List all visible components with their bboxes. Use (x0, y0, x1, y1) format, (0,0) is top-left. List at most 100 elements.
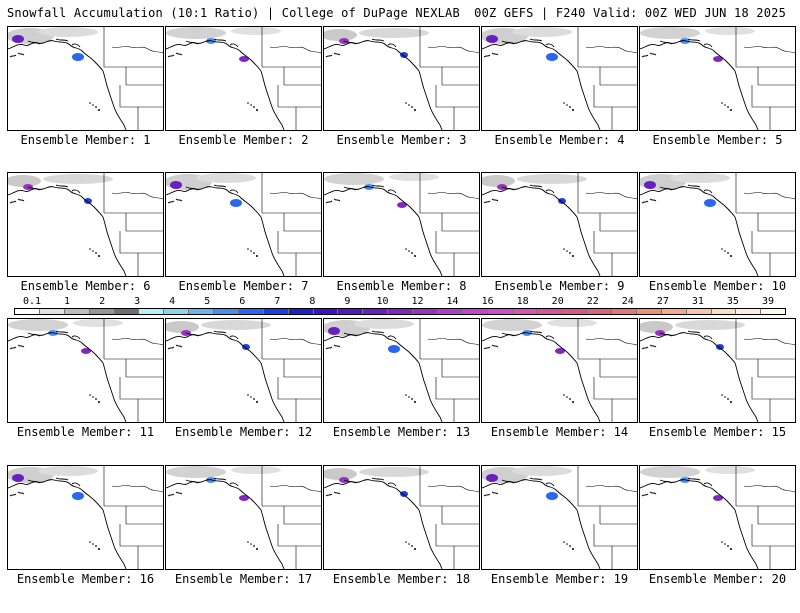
snowfall-map (639, 318, 796, 423)
ensemble-member-panel: Ensemble Member: 19 (481, 465, 638, 613)
coastlines (324, 184, 443, 276)
snow-accumulation-shading (8, 319, 123, 354)
snow-accumulation-shading (8, 174, 113, 204)
snow-accumulation-shading (324, 467, 429, 497)
legend-swatch (562, 309, 588, 314)
snowfall-map (7, 26, 164, 131)
ensemble-member-panel: Ensemble Member: 20 (639, 465, 796, 613)
panel-label: Ensemble Member: 5 (652, 133, 783, 147)
hawaii-islands (89, 541, 100, 550)
legend-swatch (139, 309, 165, 314)
coastlines (166, 477, 285, 569)
panel-label: Ensemble Member: 15 (648, 425, 787, 439)
coastlines (8, 184, 127, 276)
snowfall-map (639, 172, 796, 277)
legend-tick-label: 16 (481, 296, 494, 307)
legend-tick-label: 27 (656, 296, 669, 307)
legend-tick-label: 24 (621, 296, 634, 307)
political-borders (577, 466, 637, 569)
ensemble-member-panel: Ensemble Member: 8 (323, 172, 480, 320)
hawaii-islands (247, 248, 258, 257)
legend-tick-label: 8 (309, 296, 316, 307)
coastlines (166, 330, 285, 422)
legend-swatch (263, 309, 289, 314)
legend-tick-label: 2 (99, 296, 106, 307)
figure-title: Snowfall Accumulation (10:1 Ratio) | Col… (7, 6, 460, 20)
legend-tick-label: 39 (761, 296, 775, 307)
ensemble-member-panel: Ensemble Member: 2 (165, 26, 322, 174)
coastlines (324, 477, 443, 569)
snow-accumulation-shading (324, 173, 439, 208)
snowfall-map (165, 465, 322, 570)
panel-label: Ensemble Member: 16 (16, 572, 155, 586)
political-borders (261, 466, 321, 569)
snow-accumulation-shading (8, 27, 98, 61)
map-graphic (324, 173, 479, 276)
map-graphic (166, 466, 321, 569)
hawaii-islands (721, 102, 732, 111)
snow-accumulation-shading (640, 27, 755, 62)
snowfall-map (7, 318, 164, 423)
legend-swatch (313, 309, 339, 314)
legend-tick-label: 6 (239, 296, 246, 307)
snow-accumulation-shading (640, 173, 730, 207)
snowfall-map (7, 465, 164, 570)
legend-swatch (189, 309, 214, 314)
legend-swatch (64, 309, 90, 314)
legend-swatch (587, 309, 612, 314)
map-graphic (8, 27, 163, 130)
panel-label: Ensemble Member: 11 (16, 425, 155, 439)
hawaii-islands (405, 102, 416, 111)
snowfall-map (481, 26, 638, 131)
snowfall-map (165, 318, 322, 423)
legend-swatch (462, 309, 488, 314)
legend-swatch (537, 309, 563, 314)
coastlines (166, 38, 285, 130)
map-graphic (482, 466, 637, 569)
panel-label: Ensemble Member: 8 (336, 279, 467, 293)
hawaii-islands (721, 248, 732, 257)
legend-swatch (363, 309, 389, 314)
ensemble-member-panel: Ensemble Member: 5 (639, 26, 796, 174)
coastlines (8, 330, 127, 422)
legend-color-bar (14, 308, 786, 315)
figure-header: Snowfall Accumulation (10:1 Ratio) | Col… (0, 0, 800, 22)
coastlines (640, 38, 759, 130)
political-borders (419, 27, 479, 130)
snowfall-map (323, 26, 480, 131)
political-borders (419, 173, 479, 276)
hawaii-islands (563, 394, 574, 403)
political-borders (419, 319, 479, 422)
map-graphic (482, 173, 637, 276)
legend-tick-label: 35 (726, 296, 739, 307)
political-borders (577, 173, 637, 276)
legend-tick-label: 18 (516, 296, 529, 307)
ensemble-member-panel: Ensemble Member: 3 (323, 26, 480, 174)
map-graphic (166, 319, 321, 422)
coastlines (166, 184, 285, 276)
ensemble-member-panel: Ensemble Member: 10 (639, 172, 796, 320)
coastlines (482, 38, 601, 130)
snow-accumulation-shading (482, 174, 587, 204)
map-graphic (640, 319, 795, 422)
legend-tick-label: 5 (204, 296, 211, 307)
map-graphic (640, 173, 795, 276)
hawaii-islands (405, 541, 416, 550)
legend-swatch (487, 309, 513, 314)
snow-accumulation-shading (640, 320, 745, 350)
legend-tick-label: 9 (344, 296, 351, 307)
legend-swatch (338, 309, 364, 314)
political-borders (577, 319, 637, 422)
hawaii-islands (563, 541, 574, 550)
legend-swatch (437, 309, 463, 314)
coastlines (640, 477, 759, 569)
ensemble-member-panel: Ensemble Member: 7 (165, 172, 322, 320)
snow-accumulation-shading (482, 27, 572, 61)
panel-label: Ensemble Member: 18 (332, 572, 471, 586)
political-borders (735, 27, 795, 130)
hawaii-islands (89, 248, 100, 257)
map-graphic (482, 319, 637, 422)
hawaii-islands (89, 394, 100, 403)
hawaii-islands (247, 541, 258, 550)
legend-tick-label: 10 (376, 296, 389, 307)
